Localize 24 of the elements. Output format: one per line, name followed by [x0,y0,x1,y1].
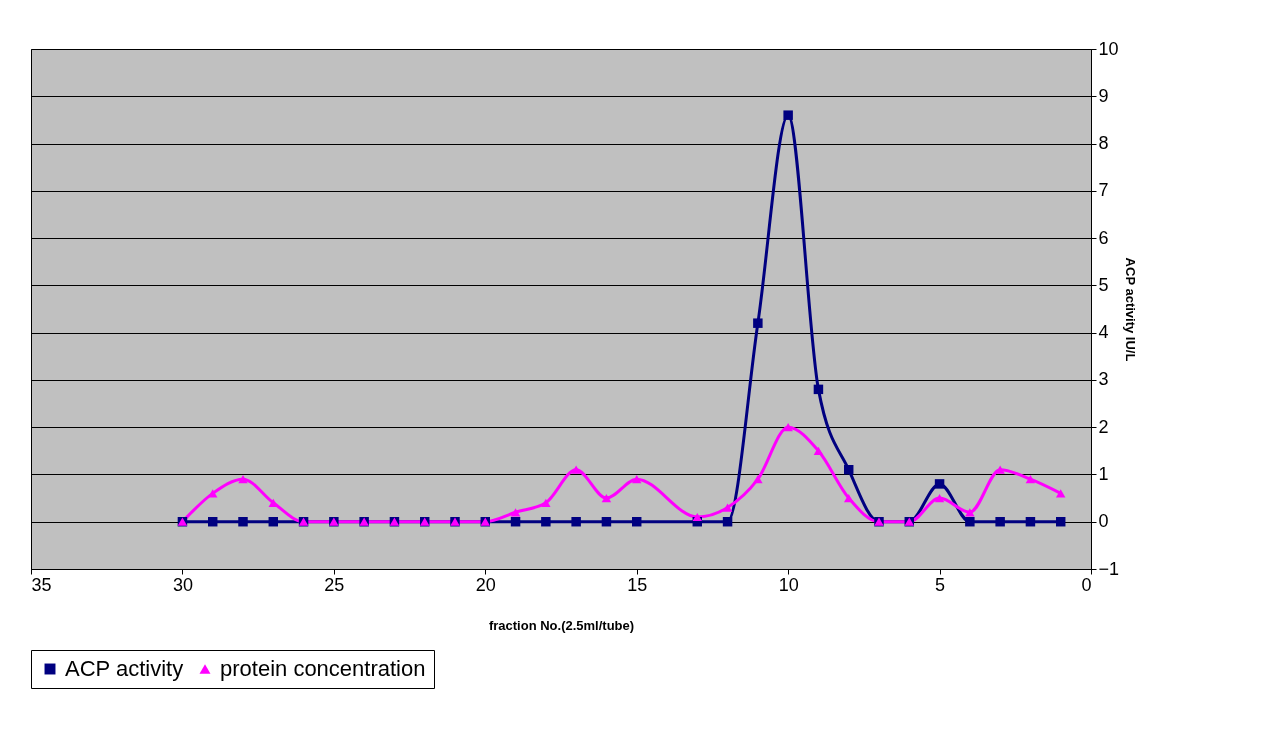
y-axis-title: ACP activity IU/L [1123,257,1139,362]
y-tick-label: 7 [1098,180,1109,201]
y-tick-label: 10 [1098,38,1119,59]
legend-label: ACP activity [65,656,184,681]
y-tick-label: 4 [1098,322,1109,343]
x-tick-label: 30 [172,574,193,595]
legend-label: protein concentration [220,656,426,681]
y-tick-label: 9 [1098,85,1109,106]
y-tick-label: 2 [1098,416,1109,437]
y-tick-label: 1 [1098,463,1109,484]
x-axis-title: fraction No.(2.5ml/tube) [488,617,635,633]
y-tick-label: 0 [1098,511,1109,532]
x-tick-label: 5 [935,574,946,595]
y-tick-label: 3 [1098,369,1109,390]
x-tick-label: 15 [627,574,648,595]
x-tick-label: 10 [778,574,799,595]
y-tick-label: 8 [1098,133,1109,154]
x-tick-label: 25 [324,574,345,595]
x-tick-label: 20 [475,574,496,595]
y-tick-label: 6 [1098,227,1109,248]
y-tick-label: 5 [1098,274,1109,295]
x-tick-label: 0 [1081,574,1092,595]
y-tick-label: −1 [1098,558,1120,579]
x-tick-label: 35 [31,574,52,595]
